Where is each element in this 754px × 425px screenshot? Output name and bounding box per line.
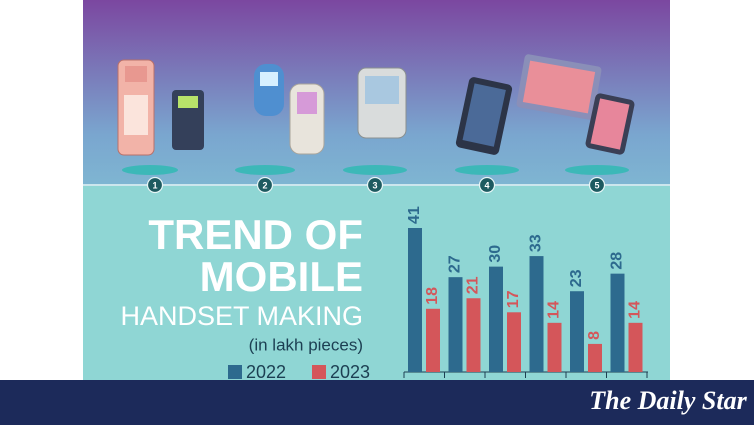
logo: The Daily Star bbox=[589, 386, 747, 415]
legend-swatch bbox=[312, 365, 326, 379]
bar bbox=[448, 277, 463, 372]
value-label: 33 bbox=[528, 234, 545, 252]
step-marker bbox=[146, 176, 164, 194]
bar bbox=[588, 343, 602, 372]
step-marker bbox=[366, 176, 384, 194]
value-label: 28 bbox=[609, 252, 626, 270]
footer-band bbox=[0, 380, 754, 425]
value-label: 23 bbox=[568, 269, 585, 287]
bar bbox=[426, 308, 440, 372]
value-label: 30 bbox=[487, 245, 504, 263]
value-label: 18 bbox=[424, 287, 441, 305]
subtitle: HANDSET MAKING bbox=[120, 301, 363, 331]
step-number: 2 bbox=[262, 180, 267, 190]
bar bbox=[529, 256, 544, 372]
bar bbox=[570, 291, 584, 372]
step-marker bbox=[588, 176, 606, 194]
phones bbox=[117, 54, 635, 175]
value-label: 14 bbox=[546, 301, 563, 319]
unit-label: (in lakh pieces) bbox=[249, 335, 363, 354]
value-label: 41 bbox=[406, 206, 423, 224]
bar bbox=[547, 322, 562, 372]
value-label: 17 bbox=[505, 290, 522, 308]
step-marker bbox=[478, 176, 496, 194]
title-line: TREND OF bbox=[148, 211, 363, 258]
bar bbox=[610, 273, 625, 372]
title-line: MOBILE bbox=[200, 253, 363, 300]
value-label: 14 bbox=[627, 301, 644, 319]
bar bbox=[408, 228, 422, 372]
legend-label: 2022 bbox=[246, 362, 286, 382]
step-number: 5 bbox=[594, 180, 599, 190]
bar bbox=[507, 312, 521, 372]
value-label: 27 bbox=[447, 255, 464, 273]
value-label: 21 bbox=[465, 276, 482, 294]
step-marker bbox=[256, 176, 274, 194]
bar bbox=[489, 266, 503, 372]
step-number: 4 bbox=[484, 180, 489, 190]
bar bbox=[466, 298, 481, 372]
bar bbox=[628, 322, 643, 372]
step-number: 1 bbox=[152, 180, 157, 190]
legend-label: 2023 bbox=[330, 362, 370, 382]
legend-swatch bbox=[228, 365, 242, 379]
step-number: 3 bbox=[372, 180, 377, 190]
value-label: 8 bbox=[586, 331, 603, 340]
